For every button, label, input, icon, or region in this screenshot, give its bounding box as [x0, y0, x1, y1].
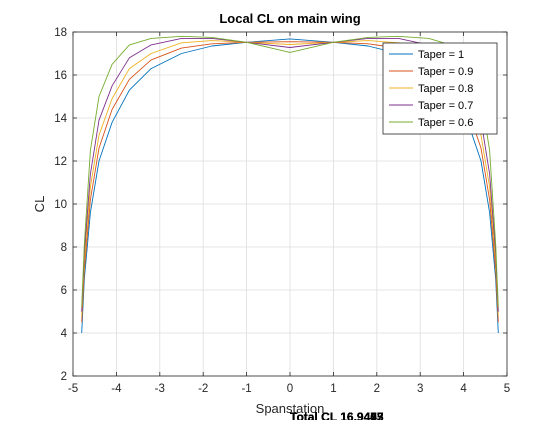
x-tick-label: 5	[504, 383, 510, 395]
x-tick-label: -5	[68, 383, 78, 395]
legend-entry: Taper = 0.9	[418, 66, 473, 78]
y-tick-label: 12	[54, 156, 67, 168]
legend-entry: Taper = 0.6	[418, 117, 473, 129]
x-tick-label: -1	[241, 383, 251, 395]
total-cl-annotation: Total CL 16.9463	[290, 410, 384, 420]
x-tick-label: 1	[330, 383, 336, 395]
y-tick-label: 8	[61, 242, 67, 254]
y-tick-label: 4	[61, 328, 68, 340]
x-tick-label: 4	[460, 383, 467, 395]
x-axis-label: Spanstation	[256, 401, 325, 416]
series-line-1	[81, 41, 499, 323]
x-tick-label: -2	[198, 383, 208, 395]
legend-entry: Taper = 1	[418, 49, 464, 61]
y-tick-label: 14	[54, 113, 67, 125]
legend: Taper = 1 Taper = 0.9 Taper = 0.8 Taper = 0…	[382, 42, 498, 135]
y-axis-label: CL	[32, 196, 47, 213]
y-tick-label: 10	[54, 199, 67, 211]
x-tick-label: 0	[287, 383, 293, 395]
x-tick-label: -3	[155, 383, 165, 395]
legend-entry: Taper = 0.8	[418, 83, 473, 95]
x-tick-label: 2	[374, 383, 380, 395]
y-tick-label: 16	[54, 70, 67, 82]
chart-title: Local CL on main wing	[219, 11, 360, 26]
legend-entry: Taper = 0.7	[418, 100, 473, 112]
x-tick-label: 3	[417, 383, 423, 395]
y-tick-label: 18	[54, 27, 67, 39]
y-tick-label: 6	[61, 285, 67, 297]
series-line-0	[81, 38, 499, 334]
x-tick-label: -4	[111, 383, 122, 395]
y-tick-label: 2	[61, 371, 67, 383]
